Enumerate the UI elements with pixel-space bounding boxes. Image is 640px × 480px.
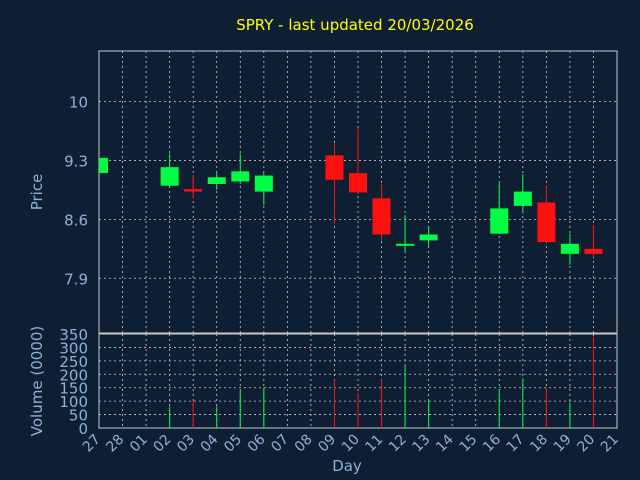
volume-tick-label: 0 [78, 420, 88, 438]
candle-body [490, 208, 509, 234]
volume-tick-label: 200 [59, 366, 88, 384]
candle-body [160, 167, 179, 186]
chart-title: SPRY - last updated 20/03/2026 [236, 16, 474, 34]
price-tick-label: 8.6 [64, 211, 88, 229]
candle-body [513, 191, 532, 206]
candle-body [584, 248, 603, 254]
candle-body [372, 198, 391, 235]
candle-body [419, 234, 438, 241]
candle-body [254, 175, 273, 192]
volume-tick-label: 300 [59, 339, 88, 357]
candle-body [207, 177, 226, 185]
candle-body [99, 157, 108, 174]
volume-tick-label: 250 [59, 353, 88, 371]
price-panel: 7.9 8.6 9.3 10 [64, 50, 618, 334]
x-axis-label: Day [332, 457, 362, 475]
candle-body [325, 155, 344, 180]
price-tick-label: 10 [69, 94, 88, 112]
candle-body [349, 173, 367, 193]
volume-tick-label: 350 [59, 326, 88, 344]
volume-tick-label: 100 [59, 393, 88, 411]
price-axis-label: Price [28, 174, 46, 211]
price-tick-label: 7.9 [64, 270, 88, 288]
x-axis-ticks: 27 28 01 02 03 04 05 06 07 08 09 10 11 12 13 14 15 16 17 18… [80, 431, 622, 455]
candle-body [396, 243, 415, 246]
volume-axis-label: Volume (0000) [28, 326, 46, 436]
candle-body [537, 202, 556, 243]
candle-body [231, 171, 250, 182]
volume-tick-label: 150 [59, 380, 88, 398]
candle-body [560, 243, 579, 254]
volume-tick-label: 50 [69, 407, 88, 425]
price-tick-label: 9.3 [64, 152, 88, 170]
candle-body [184, 189, 203, 192]
